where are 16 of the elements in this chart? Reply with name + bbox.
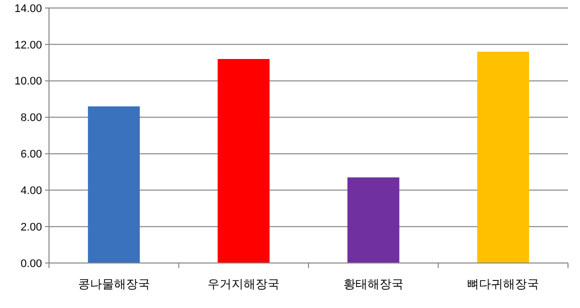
y-tick-label: 8.00 bbox=[20, 112, 42, 124]
x-tick-label: 뼈다귀해장국 bbox=[467, 277, 540, 291]
bar bbox=[218, 59, 270, 263]
y-tick-label: 14.00 bbox=[14, 2, 42, 15]
y-tick-label: 2.00 bbox=[20, 221, 42, 234]
x-tick-label: 콩나물해장국 bbox=[78, 277, 150, 291]
bar bbox=[347, 177, 400, 263]
x-tick-label: 황태해장국 bbox=[343, 277, 404, 291]
x-tick-label: 우거지해장국 bbox=[208, 277, 280, 291]
bar bbox=[88, 106, 140, 263]
y-tick-label: 6.00 bbox=[20, 148, 42, 161]
y-tick-label: 0.00 bbox=[20, 258, 42, 270]
bar bbox=[477, 52, 530, 263]
y-tick-label: 12.00 bbox=[14, 39, 42, 52]
y-tick-label: 10.00 bbox=[14, 76, 42, 88]
y-tick-label: 4.00 bbox=[20, 184, 42, 197]
